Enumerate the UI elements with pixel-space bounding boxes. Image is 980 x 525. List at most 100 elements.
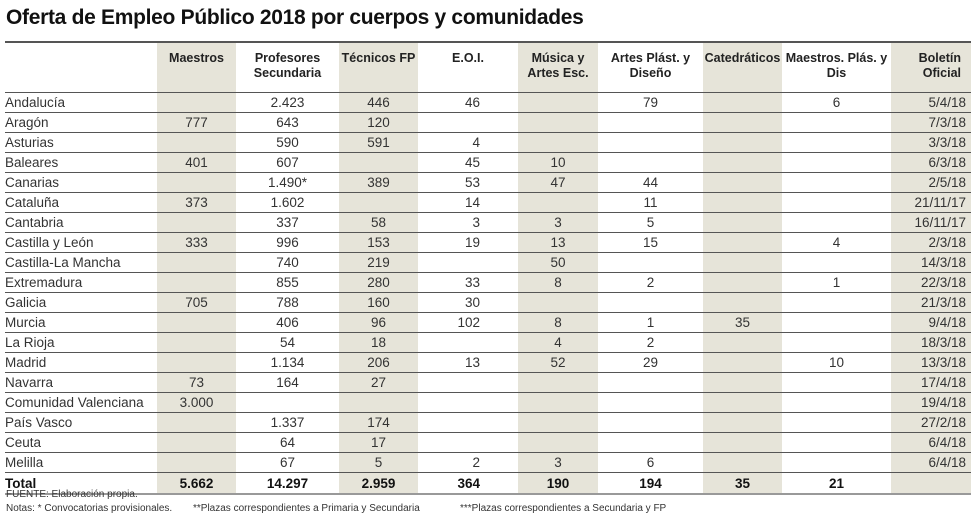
table-cell: 160 [339,292,418,313]
table-cell: 3/3/18 [891,132,971,153]
table-cell [598,112,703,133]
table-row: Galicia 705 788 160 30 21/3/18 [5,292,971,313]
table-cell [339,152,418,173]
table-cell: 1.134 [236,352,339,373]
table-cell [598,372,703,393]
row-label: Extremadura [5,272,157,293]
row-label: Madrid [5,352,157,373]
table-cell: 1 [598,312,703,333]
table-cell [703,92,782,113]
table-cell [782,152,891,173]
table-cell: 6/4/18 [891,432,971,453]
table-cell: 2/3/18 [891,232,971,253]
table-cell: 13/3/18 [891,352,971,373]
table-cell: 333 [157,232,236,253]
column-header: Boletín Oficial [891,42,971,93]
table-cell [703,432,782,453]
table-cell [703,152,782,173]
note-secundaria-fp: ***Plazas correspondientes a Secundaria … [460,503,667,514]
column-header: Maestros. Plás. y Dis [782,42,891,93]
table-cell [418,332,518,353]
table-cell: 19/4/18 [891,392,971,413]
table-cell [703,352,782,373]
table-cell [703,232,782,253]
table-cell: 389 [339,172,418,193]
table-cell [782,252,891,273]
table-cell: 406 [236,312,339,333]
table-cell [418,412,518,433]
table-cell: 47 [518,172,598,193]
table-cell: 4 [418,132,518,153]
table-cell [598,152,703,173]
table-row: Castilla y León 333 996 153 19 13 15 4 2/3/18 [5,232,971,253]
column-header [5,42,157,93]
table-cell: 45 [418,152,518,173]
table-cell: 2 [598,272,703,293]
table-cell: 11 [598,192,703,213]
table-cell [598,392,703,413]
table-cell: 643 [236,112,339,133]
table-cell [518,372,598,393]
table-cell [782,312,891,333]
table-cell [157,252,236,273]
row-label: Navarra [5,372,157,393]
table-cell [339,392,418,413]
row-label: Ceuta [5,432,157,453]
table-row: Madrid 1.134 206 13 52 29 10 13/3/18 [5,352,971,373]
table-cell: 401 [157,152,236,173]
table-cell [703,392,782,413]
table-cell [598,412,703,433]
column-header: Música y Artes Esc. [518,42,598,93]
table-cell: 6 [598,452,703,473]
table-cell: 1 [782,272,891,293]
table-cell [782,132,891,153]
table-cell [782,112,891,133]
table-cell: 591 [339,132,418,153]
table-cell [703,452,782,473]
table-cell: 73 [157,372,236,393]
table-cell [518,132,598,153]
table-cell: 219 [339,252,418,273]
table-cell [518,432,598,453]
table-cell: 705 [157,292,236,313]
column-header: Técnicos FP [339,42,418,93]
table-cell: 2.423 [236,92,339,113]
table-cell: 27/2/18 [891,412,971,433]
table-cell: 5 [598,212,703,233]
table-cell: 206 [339,352,418,373]
table-cell: 5 [339,452,418,473]
table-cell [703,252,782,273]
table-cell [518,92,598,113]
table-cell [703,292,782,313]
table-cell [157,452,236,473]
table-cell [339,192,418,213]
table-cell: 3 [518,452,598,473]
table-cell: 18/3/18 [891,332,971,353]
table-cell: 21 [782,472,891,495]
table-row: Baleares 401 607 45 10 6/3/18 [5,152,971,173]
table-row: Castilla-La Mancha 740 219 50 14/3/18 [5,252,971,273]
row-label: Baleares [5,152,157,173]
table-cell: 788 [236,292,339,313]
table-cell: 2 [598,332,703,353]
table-cell [598,292,703,313]
table-cell: 7/3/18 [891,112,971,133]
table-cell: 13 [418,352,518,373]
table-cell: 4 [518,332,598,353]
table-cell: 607 [236,152,339,173]
table-cell [703,412,782,433]
table-cell [703,192,782,213]
table-cell [782,392,891,413]
table-cell [157,92,236,113]
row-label: Murcia [5,312,157,333]
row-label: Canarias [5,172,157,193]
table-cell [157,212,236,233]
table-cell: 52 [518,352,598,373]
table-cell: 13 [518,232,598,253]
table-cell: 1.337 [236,412,339,433]
table-cell: 6 [782,92,891,113]
note-provisional: Notas: * Convocatorias provisionales. [6,503,173,514]
table-cell [157,272,236,293]
table-cell: 16/11/17 [891,212,971,233]
table-cell: 1.602 [236,192,339,213]
